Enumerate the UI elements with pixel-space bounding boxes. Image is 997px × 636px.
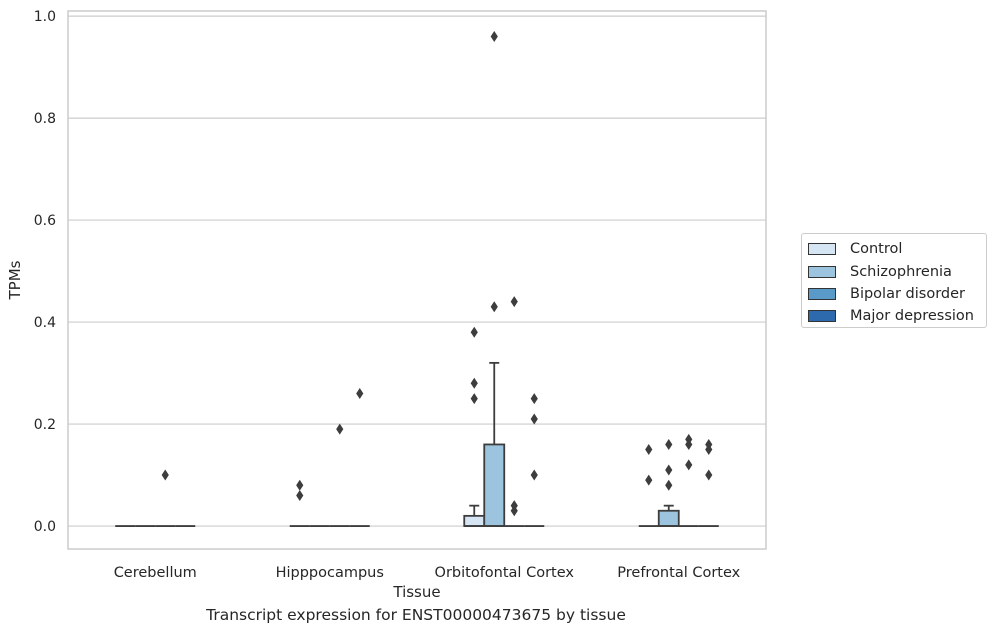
box-major-depression-hipppocampus	[349, 387, 370, 527]
outlier-point	[296, 489, 304, 501]
outlier-point	[530, 469, 538, 481]
outlier-point	[161, 469, 169, 481]
box-schizophrenia-orbitofontal-cortex	[483, 30, 506, 527]
legend-item-major-depression: Major depression	[808, 305, 986, 327]
outlier-point	[470, 377, 478, 389]
legend-item-schizophrenia: Schizophrenia	[808, 260, 986, 282]
y-tick-label: 0.6	[34, 213, 56, 229]
outlier-point	[530, 393, 538, 405]
outlier-point	[645, 474, 653, 486]
y-tick-label: 1.0	[34, 9, 56, 25]
outlier-point	[510, 500, 518, 512]
outlier-point	[510, 296, 518, 308]
legend-item-bipolar-disorder: Bipolar disorder	[808, 283, 986, 305]
outlier-point	[705, 469, 713, 481]
legend: Control Schizophrenia Bipolar disorder M…	[801, 233, 987, 328]
x-tick-labels: Cerebellum Hipppocampus Orbitofontal Corte…	[114, 565, 741, 581]
legend-swatch-bipolar-disorder	[808, 287, 836, 300]
y-tick-label: 0.4	[34, 315, 56, 331]
outlier-point	[665, 479, 673, 491]
legend-label-schizophrenia: Schizophrenia	[850, 263, 952, 280]
plot-frame	[67, 10, 767, 550]
y-tick-label: 0.0	[34, 519, 56, 535]
box-control-orbitofontal-cortex	[463, 326, 486, 527]
box-bipolar-disorder-hipppocampus	[329, 423, 350, 527]
boxes-layer	[115, 30, 719, 527]
y-axis-label: TPMs	[6, 260, 24, 300]
legend-label-control: Control	[850, 241, 903, 258]
legend-swatch-control	[808, 243, 836, 256]
outlier-point	[685, 459, 693, 471]
box-major-depression-prefrontal-cortex	[698, 438, 719, 527]
outlier-point	[705, 438, 713, 450]
box-control-prefrontal-cortex	[638, 444, 659, 527]
outlier-point	[490, 301, 498, 313]
x-axis-label: Tissue	[392, 583, 440, 601]
legend-label-bipolar-disorder: Bipolar disorder	[850, 285, 965, 302]
legend-swatch-schizophrenia	[808, 265, 836, 278]
legend-label-major-depression: Major depression	[850, 308, 974, 325]
outlier-point	[645, 444, 653, 456]
box-body	[657, 509, 680, 527]
outlier-point	[665, 464, 673, 476]
box-schizophrenia-prefrontal-cortex	[657, 438, 680, 527]
box-body	[463, 514, 486, 527]
outlier-point	[356, 387, 364, 399]
box-bipolar-disorder-orbitofontal-cortex	[504, 296, 525, 527]
outlier-point	[530, 413, 538, 425]
x-tick-label: Hipppocampus	[276, 565, 384, 581]
x-tick-label: Prefrontal Cortex	[617, 565, 740, 581]
outlier-point	[296, 479, 304, 491]
box-bipolar-disorder-cerebellum	[155, 469, 176, 527]
x-tick-label: Orbitofontal Cortex	[435, 565, 575, 581]
outlier-point	[685, 433, 693, 445]
outlier-point	[490, 30, 498, 42]
chart-caption: Transcript expression for ENST0000047367…	[206, 606, 626, 624]
legend-swatch-major-depression	[808, 310, 836, 323]
gridlines	[68, 15, 766, 527]
box-major-depression-orbitofontal-cortex	[524, 393, 545, 527]
outlier-point	[665, 438, 673, 450]
x-tick-label: Cerebellum	[114, 565, 197, 581]
outlier-point	[470, 393, 478, 405]
legend-item-control: Control	[808, 238, 986, 260]
y-tick-label: 0.8	[34, 111, 56, 127]
outlier-point	[470, 326, 478, 338]
box-body	[483, 443, 506, 527]
y-tick-labels: 0.0 0.2 0.4 0.6 0.8 1.0	[34, 9, 56, 535]
outlier-point	[336, 423, 344, 435]
box-bipolar-disorder-prefrontal-cortex	[678, 433, 699, 527]
box-control-hipppocampus	[289, 479, 310, 527]
y-tick-label: 0.2	[34, 417, 56, 433]
